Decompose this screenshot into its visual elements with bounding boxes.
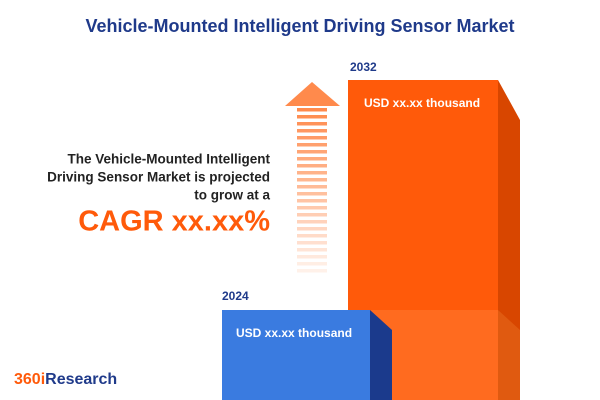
arrow-stripe xyxy=(297,206,327,210)
logo-suffix: Research xyxy=(45,371,117,388)
arrow-stripe xyxy=(297,115,327,119)
arrow-stripe xyxy=(297,234,327,238)
arrow-stripe xyxy=(297,269,327,273)
arrow-stripe xyxy=(297,178,327,182)
title: Vehicle-Mounted Intelligent Driving Sens… xyxy=(85,16,514,36)
arrow-stripe xyxy=(297,262,327,266)
arrow-stripe xyxy=(297,150,327,154)
summary-line: to grow at a xyxy=(194,188,270,203)
growth-arrow xyxy=(285,82,340,273)
arrow-stripe xyxy=(297,171,327,175)
value-label: USD xx.xx thousand xyxy=(236,326,352,340)
logo-prefix: 360i xyxy=(14,371,45,388)
logo: 360iResearch xyxy=(14,371,117,388)
arrow-stripe xyxy=(297,129,327,133)
arrow-stripe xyxy=(297,185,327,189)
arrow-stripe xyxy=(297,220,327,224)
arrow-stripe xyxy=(297,241,327,245)
year-label: 2032 xyxy=(350,60,377,74)
bar-2024 xyxy=(222,310,392,400)
arrow-stripe xyxy=(297,248,327,252)
value-label: USD xx.xx thousand xyxy=(364,96,480,110)
arrow-stripe xyxy=(297,122,327,126)
arrow-stripe xyxy=(297,108,327,112)
cagr: CAGR xx.xx% xyxy=(78,206,270,238)
arrow-stripe xyxy=(297,213,327,217)
arrow-stripe xyxy=(297,192,327,196)
arrow-stripe xyxy=(297,199,327,203)
year-label: 2024 xyxy=(222,289,249,303)
arrow-stripe xyxy=(297,227,327,231)
summary-line: The Vehicle-Mounted Intelligent xyxy=(67,152,270,167)
arrow-stripe xyxy=(297,164,327,168)
arrow-stripe xyxy=(297,136,327,140)
summary-line: Driving Sensor Market is projected xyxy=(47,170,270,185)
arrow-stripe xyxy=(297,157,327,161)
arrow-stripe xyxy=(297,143,327,147)
arrow-stripe xyxy=(297,255,327,259)
